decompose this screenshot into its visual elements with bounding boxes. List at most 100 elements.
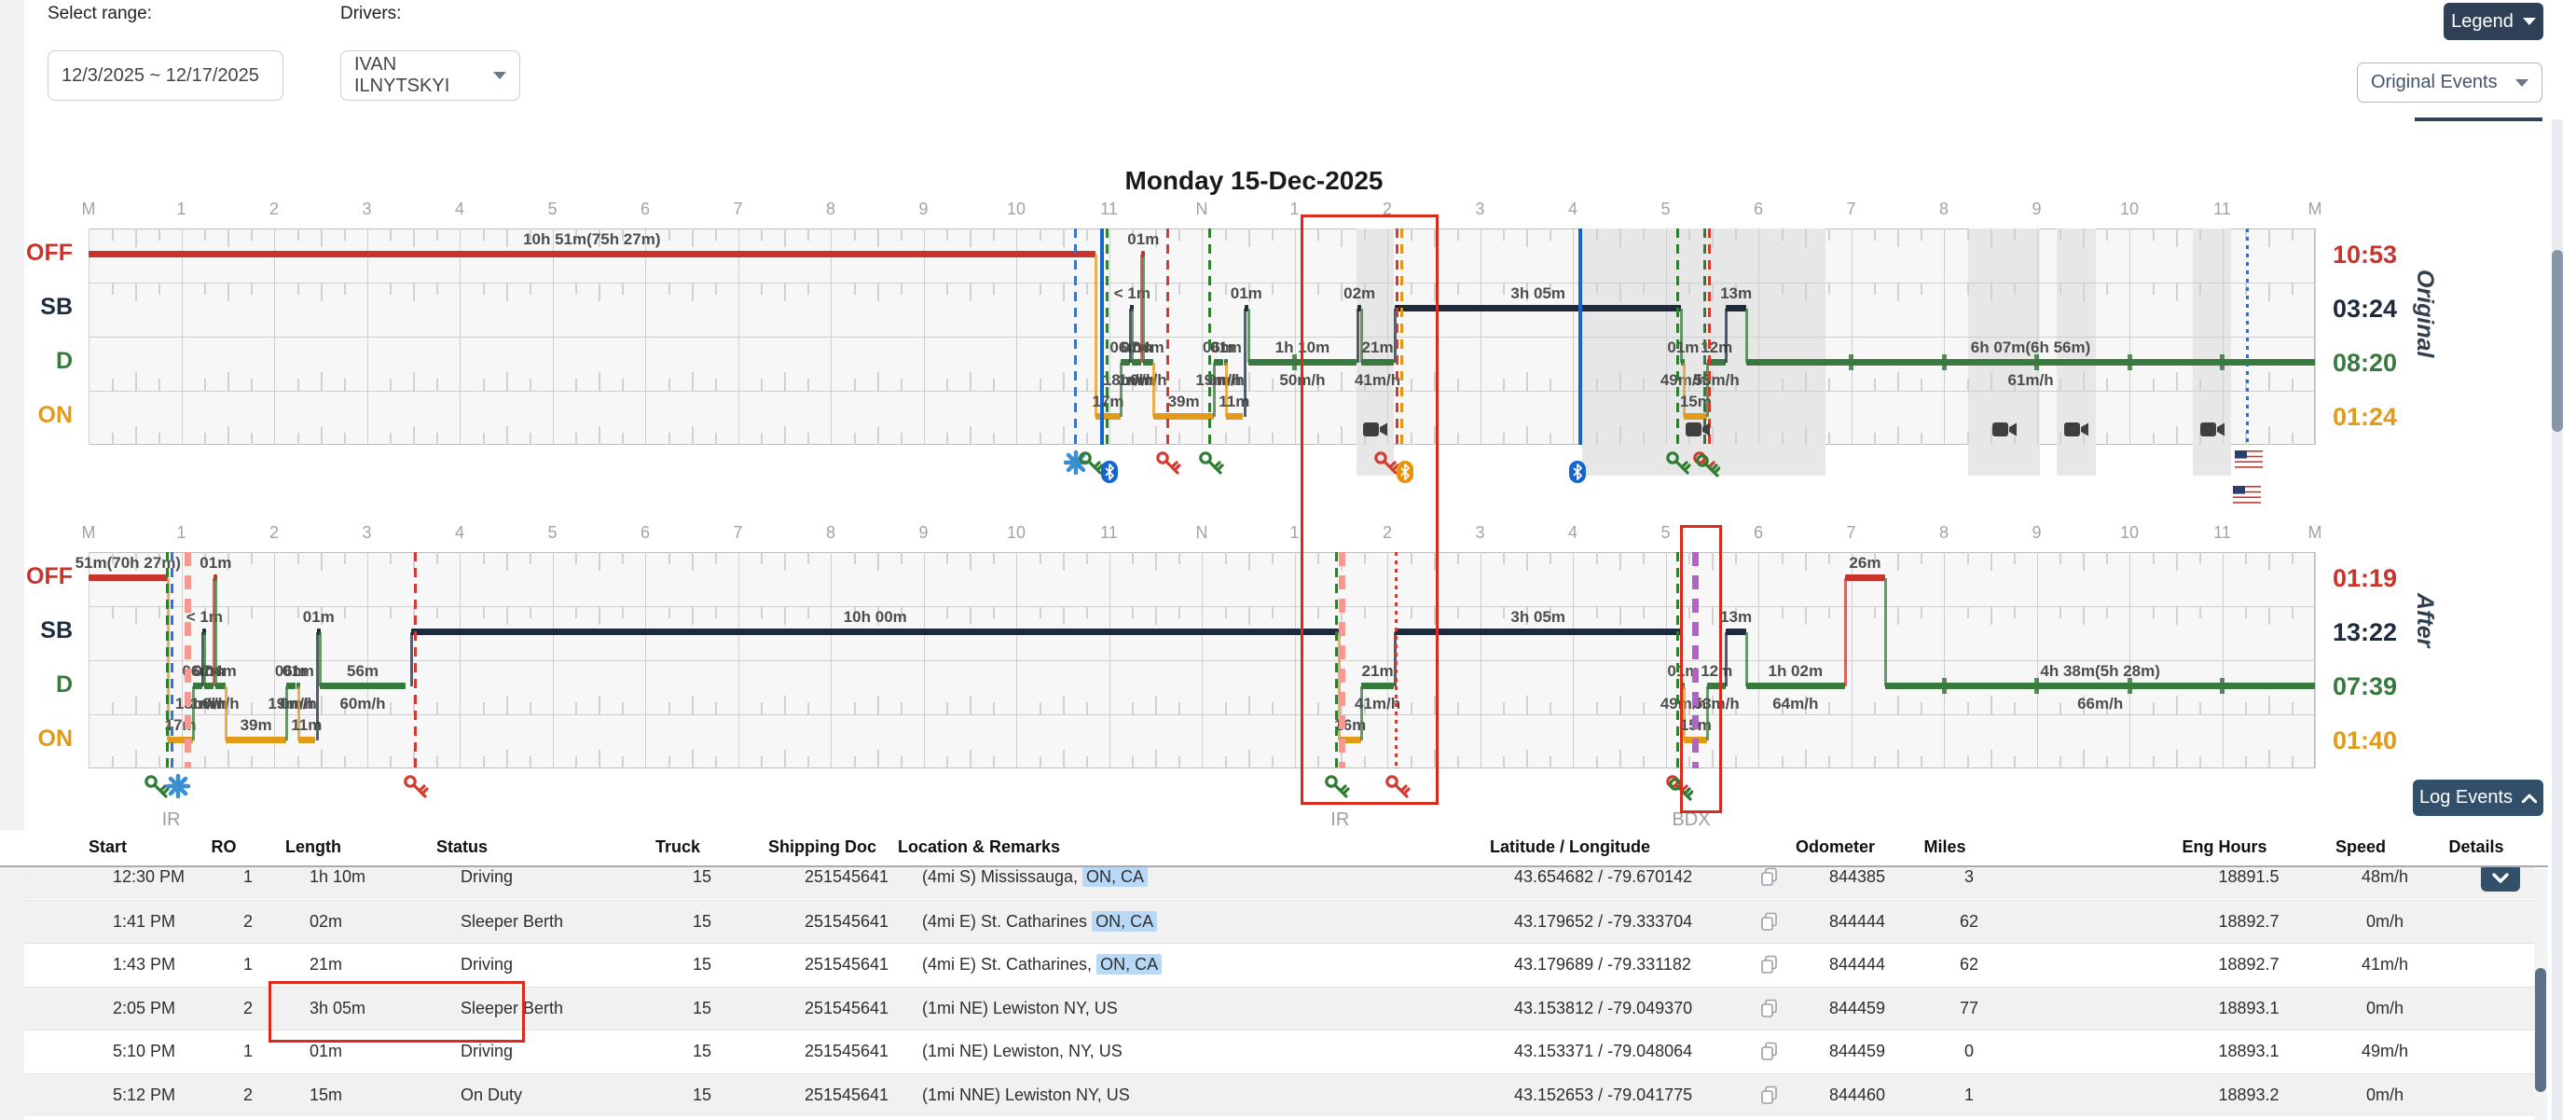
- status-transition-line: [1247, 309, 1250, 363]
- grid-quarter-tick: [761, 379, 764, 391]
- table-row[interactable]: 12:30 PM 1 1h 10m Driving 15 251545641 (4mi S)…: [24, 867, 2534, 899]
- grid-quarter-tick: [2198, 756, 2201, 768]
- table-row[interactable]: 5:12 PM 2 15m On Duty 15 251545641 (1mi NNE) L…: [24, 1072, 2534, 1116]
- key-red-icon[interactable]: [1155, 450, 1181, 481]
- table-row[interactable]: 5:10 PM 1 01m Driving 15 251545641 (1mi NE) Le…: [24, 1030, 2534, 1072]
- column-header-odo[interactable]: Odometer: [1796, 837, 1876, 856]
- asterisk-blue-icon[interactable]: [1063, 449, 1088, 479]
- copy-coordinates-button[interactable]: [1760, 999, 1778, 1023]
- key-green-icon[interactable]: [1324, 774, 1350, 805]
- video-camera-icon[interactable]: [1363, 421, 1388, 443]
- column-header-loc[interactable]: Location & Remarks: [898, 837, 1061, 856]
- column-header-doc[interactable]: Shipping Doc: [768, 837, 876, 856]
- column-header-status[interactable]: Status: [436, 837, 489, 856]
- table-row[interactable]: 2:05 PM 2 3h 05m Sleeper Berth 15 251545641 (1…: [24, 986, 2534, 1030]
- column-header-lat[interactable]: Latitude / Longitude: [1490, 837, 1650, 856]
- video-camera-icon[interactable]: [2199, 421, 2225, 443]
- video-camera-icon[interactable]: [1991, 421, 2018, 443]
- grid-quarter-tick: [714, 756, 717, 768]
- row-label-on: ON: [37, 726, 74, 752]
- grid-quarter-tick: [1966, 283, 1969, 295]
- copy-coordinates-button[interactable]: [1760, 1085, 1778, 1110]
- asterisk-blue-icon[interactable]: [165, 773, 190, 803]
- grid-quarter-tick: [158, 552, 160, 564]
- key-redgreen-icon[interactable]: [1665, 774, 1695, 807]
- key-red-icon[interactable]: [403, 774, 429, 805]
- column-header-truck[interactable]: Truck: [654, 837, 701, 856]
- grid-quarter-tick: [1503, 433, 1506, 445]
- axis-hour-label: 5: [1660, 200, 1671, 218]
- grid-quarter-tick: [413, 283, 416, 301]
- driver-select[interactable]: IVAN ILNYTSKYI: [340, 50, 520, 101]
- grid-quarter-tick: [296, 433, 299, 445]
- grid-quarter-tick: [1178, 552, 1181, 564]
- table-row[interactable]: 1:43 PM 1 21m Driving 15 251545641 (4mi E) St.…: [24, 943, 2534, 986]
- grid-quarter-tick: [1062, 426, 1065, 445]
- status-transition-line: [1683, 686, 1687, 740]
- column-header-length[interactable]: Length: [285, 837, 341, 856]
- video-camera-icon[interactable]: [1686, 421, 1711, 443]
- axis-hour-label: 11: [1100, 523, 1118, 542]
- key-red-icon[interactable]: [1384, 774, 1411, 805]
- column-header-miles[interactable]: Miles: [1923, 837, 1966, 856]
- cell-speed: 41m/h: [2361, 955, 2409, 974]
- copy-coordinates-button[interactable]: [1760, 867, 1778, 892]
- grid-quarter-tick: [1966, 756, 1969, 768]
- duty-segment-speed: 19m/h: [1195, 371, 1242, 389]
- page-scrollbar-thumb[interactable]: [2552, 250, 2563, 432]
- events-filter-select[interactable]: Original Events: [2357, 62, 2542, 103]
- details-expand-button[interactable]: [2481, 867, 2520, 892]
- grid-quarter-tick: [1247, 283, 1250, 301]
- cell-miles: 62: [1959, 911, 1979, 931]
- table-scrollbar-thumb[interactable]: [2535, 968, 2546, 1092]
- column-header-speed[interactable]: Speed: [2335, 837, 2387, 856]
- log-events-button[interactable]: Log Events: [2413, 780, 2543, 816]
- grid-quarter-tick: [1990, 372, 1992, 391]
- key-green-icon[interactable]: [1665, 450, 1692, 481]
- grid-quarter-tick: [2268, 552, 2271, 571]
- select-range-label: Select range:: [48, 4, 152, 23]
- cell-truck: 15: [692, 998, 712, 1017]
- key-green-icon[interactable]: [144, 774, 170, 805]
- duty-segment-on: [1225, 413, 1243, 420]
- grid-quarter-tick: [1085, 433, 1088, 445]
- duty-segment-d: [1121, 359, 1131, 366]
- copy-coordinates-button[interactable]: [1760, 955, 1778, 979]
- column-header-details[interactable]: Details: [2448, 837, 2504, 856]
- grid-quarter-tick: [296, 228, 299, 241]
- grid-quarter-tick: [1062, 552, 1065, 571]
- table-row[interactable]: 1:41 PM 2 02m Sleeper Berth 15 251545641 (4mi …: [24, 899, 2534, 943]
- grid-quarter-tick: [482, 283, 485, 295]
- bt-orange-icon[interactable]: [1396, 460, 1414, 489]
- bt-blue-icon[interactable]: [1100, 460, 1119, 489]
- grid-quarter-tick: [2083, 283, 2086, 301]
- grid-quarter-tick: [482, 606, 485, 618]
- legend-button[interactable]: Legend: [2444, 3, 2543, 40]
- copy-coordinates-button[interactable]: [1760, 912, 1778, 936]
- column-header-start[interactable]: Start: [89, 837, 128, 856]
- date-range-input[interactable]: 12/3/2025 ~ 12/17/2025: [48, 50, 283, 101]
- duty-segment-duration: 01m: [200, 554, 232, 572]
- duty-segment-sb: [1394, 305, 1682, 311]
- axis-hour-label: 4: [454, 200, 464, 218]
- duty-segment-speed: 41m/h: [1354, 371, 1401, 389]
- key-green-icon[interactable]: [1078, 450, 1104, 481]
- grid-quarter-tick: [1595, 756, 1598, 768]
- grid-quarter-tick: [1317, 379, 1320, 391]
- grid-quarter-tick: [1433, 283, 1436, 301]
- grid-quarter-tick: [2198, 379, 2201, 391]
- key-red-icon[interactable]: [1373, 450, 1399, 481]
- grid-quarter-tick: [1921, 606, 1923, 618]
- column-header-eng[interactable]: Eng Hours: [2182, 837, 2267, 856]
- bt-blue-icon[interactable]: [1568, 460, 1587, 489]
- grid-quarter-tick: [1712, 750, 1715, 768]
- flag-us-icon[interactable]: [2235, 450, 2264, 474]
- grid-quarter-tick: [1619, 228, 1621, 247]
- video-camera-icon[interactable]: [2064, 421, 2089, 443]
- key-redgreen-icon[interactable]: [1692, 450, 1721, 483]
- axis-hour-label: 6: [1753, 200, 1763, 218]
- duty-segment-d: [1361, 359, 1394, 366]
- key-green-icon[interactable]: [1198, 450, 1224, 481]
- column-header-ro[interactable]: RO: [211, 837, 237, 856]
- copy-coordinates-button[interactable]: [1760, 1042, 1778, 1066]
